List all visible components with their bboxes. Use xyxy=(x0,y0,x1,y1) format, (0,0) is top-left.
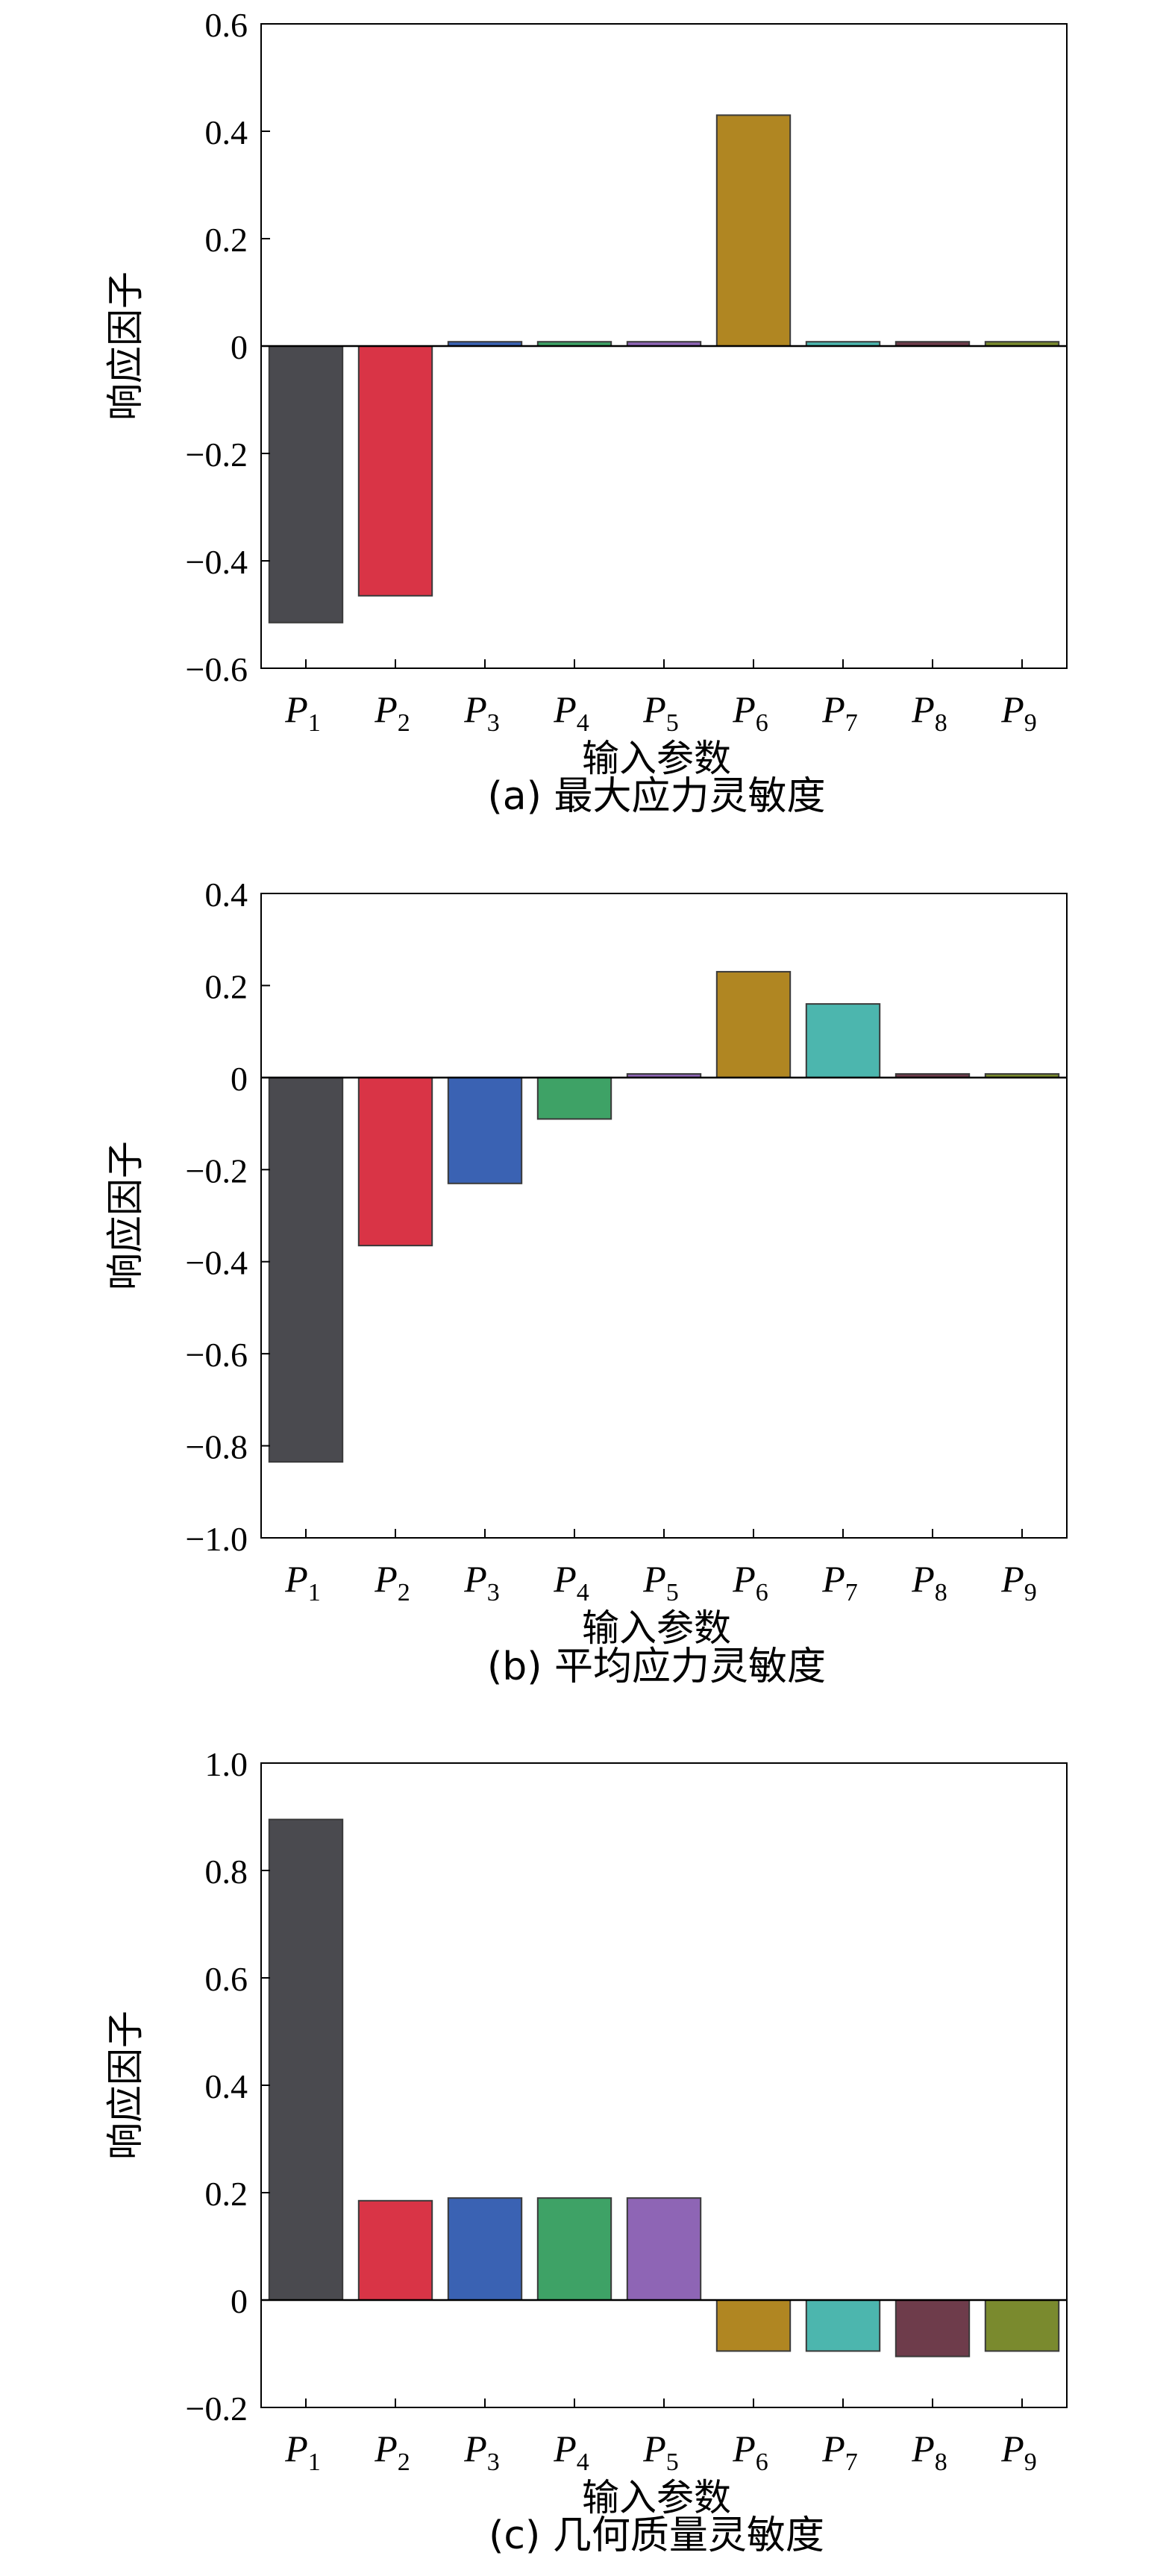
x-tick-label: P6 xyxy=(732,688,768,737)
x-tick-label: P8 xyxy=(911,1558,947,1606)
y-tick-label: −0.4 xyxy=(186,543,248,581)
bar-p4 xyxy=(536,2197,612,2301)
figure-caption: (b) 平均应力灵敏度 xyxy=(487,1644,826,1689)
y-tick-label: −0.6 xyxy=(186,650,248,688)
bar-p1 xyxy=(268,345,344,623)
x-tick-label: P2 xyxy=(374,2428,410,2476)
x-tick-label: P6 xyxy=(732,2428,768,2476)
bar-p2 xyxy=(357,345,433,597)
bar-p2 xyxy=(357,1076,433,1247)
y-tick-label: 0.6 xyxy=(205,6,248,44)
y-tick-label: 0 xyxy=(231,2282,248,2320)
x-tick-label: P2 xyxy=(374,688,410,737)
x-tick-label: P5 xyxy=(642,1558,679,1606)
x-tick-label: P2 xyxy=(374,1558,410,1606)
x-tick-label: P9 xyxy=(1000,1558,1037,1606)
y-tick-label: 0 xyxy=(231,1060,248,1098)
x-tick-label: P8 xyxy=(911,2428,947,2476)
bar-p5 xyxy=(626,2197,702,2301)
bar-p7 xyxy=(805,1003,881,1078)
x-tick-label: P5 xyxy=(642,2428,679,2476)
x-tick-label: P4 xyxy=(553,1558,589,1606)
x-tick-label: P4 xyxy=(553,2428,589,2476)
x-tick-label: P3 xyxy=(463,2428,500,2476)
y-tick-label: 0.2 xyxy=(205,221,248,259)
bar-p1 xyxy=(268,1076,344,1463)
bar-p6 xyxy=(715,114,792,347)
x-tick-label: P8 xyxy=(911,688,947,737)
y-tick-label: −0.6 xyxy=(186,1336,248,1374)
x-tick-label: P5 xyxy=(642,688,679,737)
x-tick-label: P1 xyxy=(284,1558,321,1606)
x-tick-label: P7 xyxy=(821,1558,858,1606)
x-tick-label: P1 xyxy=(284,688,321,737)
y-tick-label: 1.0 xyxy=(205,1745,248,1783)
bar-p7 xyxy=(805,2299,881,2352)
x-axis-title: 输入参数 xyxy=(582,737,731,780)
chart-panel-2: 0.4 0.2 0 −0.2 −0.4 −0.6 −0.8 −1.0 P1 P2 P3 P4 P5 P6 P… xyxy=(104,876,1068,1689)
bar-p8 xyxy=(894,2299,971,2357)
bar-p2 xyxy=(357,2199,433,2302)
bar-p9 xyxy=(984,2299,1060,2352)
bar-p6 xyxy=(715,2299,792,2352)
y-tick-label: 0.8 xyxy=(205,1853,248,1891)
x-tick-label: P3 xyxy=(463,688,500,737)
y-axis-title: 响应因子 xyxy=(104,2011,147,2160)
x-tick-label: P9 xyxy=(1000,2428,1037,2476)
y-tick-label: −0.2 xyxy=(186,436,248,474)
y-tick-label: −0.4 xyxy=(186,1244,248,1282)
x-axis-title: 输入参数 xyxy=(582,1606,731,1650)
y-tick-label: −0.2 xyxy=(186,1152,248,1190)
x-tick-label: P3 xyxy=(463,1558,500,1606)
y-tick-label: 0.2 xyxy=(205,2175,248,2213)
figure-caption: (a) 最大应力灵敏度 xyxy=(488,774,826,819)
chart-panel-3: 1.0 0.8 0.6 0.4 0.2 0 −0.2 P1 P2 P3 P4 P5 P6 P7 P8 P9 输入… xyxy=(104,1745,1068,2558)
y-axis-title: 响应因子 xyxy=(104,1141,147,1290)
y-tick-label: 0.4 xyxy=(205,113,248,151)
y-tick-label: 0.4 xyxy=(205,876,248,914)
bar-p1 xyxy=(268,1818,344,2302)
x-tick-label: P4 xyxy=(553,688,589,737)
x-tick-label: P1 xyxy=(284,2428,321,2476)
x-axis-title: 输入参数 xyxy=(582,2476,731,2519)
chart-panel-1: 0.6 0.4 0.2 0 −0.2 −0.4 −0.6 P1 P2 P3 P4 P5 P6 P7 P8 P9… xyxy=(104,6,1068,819)
y-tick-label: −0.8 xyxy=(186,1428,248,1466)
x-tick-label: P7 xyxy=(821,2428,858,2476)
x-tick-label: P9 xyxy=(1000,688,1037,737)
y-tick-label: 0.4 xyxy=(205,2067,248,2105)
y-tick-label: 0 xyxy=(231,328,248,366)
bar-p3 xyxy=(447,2197,523,2301)
bar-p3 xyxy=(447,1076,523,1184)
bar-p6 xyxy=(715,970,792,1078)
x-tick-label: P7 xyxy=(821,688,858,737)
y-axis-title: 响应因子 xyxy=(104,271,147,421)
y-tick-label: 0.2 xyxy=(205,967,248,1005)
figure-caption: (c) 几何质量灵敏度 xyxy=(489,2513,824,2558)
x-tick-label: P6 xyxy=(732,1558,768,1606)
y-tick-label: 0.6 xyxy=(205,1960,248,1998)
bar-p4 xyxy=(536,1076,612,1120)
y-tick-label: −1.0 xyxy=(186,1520,248,1558)
y-tick-label: −0.2 xyxy=(186,2390,248,2428)
